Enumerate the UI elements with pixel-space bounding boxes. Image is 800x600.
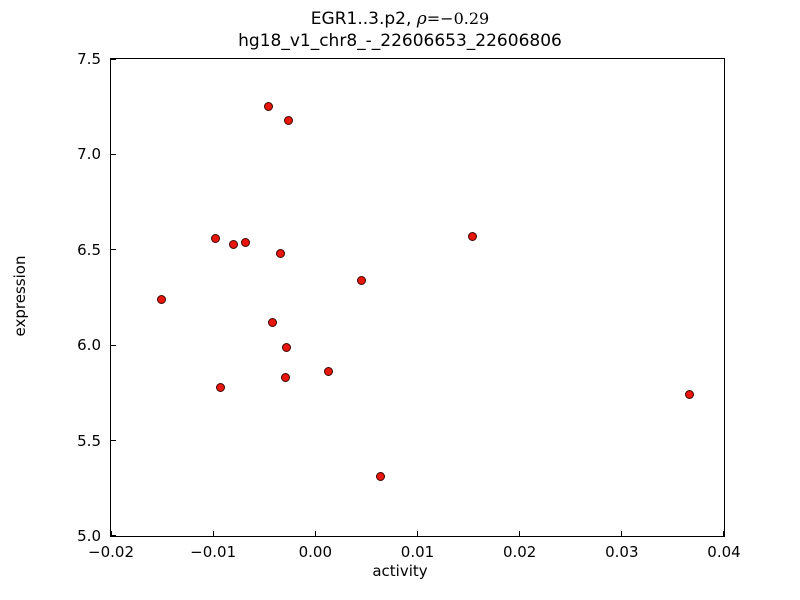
chart-title-line-2: hg18_v1_chr8_-_22606653_22606806 (238, 31, 562, 51)
data-point (376, 472, 386, 482)
y-axis-tick (111, 439, 116, 442)
data-point (210, 233, 220, 243)
chart-title-line-1: EGR1..3.p2, ρ=−0.29 (0, 8, 800, 30)
data-point (282, 342, 292, 352)
data-point (284, 115, 294, 125)
y-axis-tick-label: 5.0 (77, 527, 101, 545)
y-axis-tick (111, 153, 116, 156)
data-point (229, 239, 239, 249)
x-axis-tick (314, 531, 316, 536)
data-point (267, 317, 277, 327)
rho-symbol: ρ (416, 9, 427, 29)
chart-title: EGR1..3.p2, ρ=−0.29 hg18_v1_chr8_-_22606… (0, 8, 800, 52)
x-axis-tick-label: 0.04 (707, 543, 741, 561)
x-axis-tick-label: 0.02 (502, 543, 537, 561)
x-axis-tick-label: 0.01 (400, 543, 435, 561)
y-axis-tick-label: 5.5 (77, 431, 101, 450)
y-axis-tick-label: 6.0 (77, 336, 101, 355)
x-axis-tick (110, 531, 112, 536)
y-axis-label: expression (11, 255, 29, 337)
x-axis-tick (212, 531, 214, 536)
x-axis-tick (416, 531, 419, 536)
data-point (156, 294, 166, 304)
data-point (356, 275, 366, 285)
plot-area (111, 59, 724, 536)
data-point (215, 382, 225, 392)
data-point (276, 249, 286, 259)
y-axis-tick (111, 58, 116, 60)
x-axis-tick (723, 531, 725, 536)
data-point (281, 373, 291, 383)
y-axis-tick-label: 7.5 (77, 50, 101, 68)
y-axis-tick (111, 535, 116, 537)
x-axis-tick-label: 0.03 (605, 543, 639, 561)
data-point (263, 102, 273, 112)
data-point (241, 237, 251, 247)
data-point (684, 390, 694, 400)
data-point (468, 231, 478, 241)
y-axis-tick-label: 7.0 (77, 145, 101, 164)
x-axis-label: activity (372, 562, 428, 580)
x-axis-tick-label: −0.02 (88, 543, 134, 561)
x-axis-tick (519, 531, 521, 536)
rho-value: =−0.29 (426, 9, 490, 28)
data-point (324, 367, 334, 377)
x-axis-tick-label: −0.01 (190, 543, 237, 561)
x-axis-tick-label: 0.00 (298, 543, 333, 561)
chart-title-prefix: EGR1..3.p2, (310, 9, 417, 29)
y-axis-tick-label: 6.5 (77, 240, 101, 259)
x-axis-tick (621, 531, 623, 536)
y-axis-tick (111, 344, 116, 346)
y-axis-tick (111, 249, 116, 251)
plot-axes: −0.02 −0.01 0.00 0.01 0.02 0.03 0.04 5.0 5.5 6.0 6… (77, 50, 741, 561)
